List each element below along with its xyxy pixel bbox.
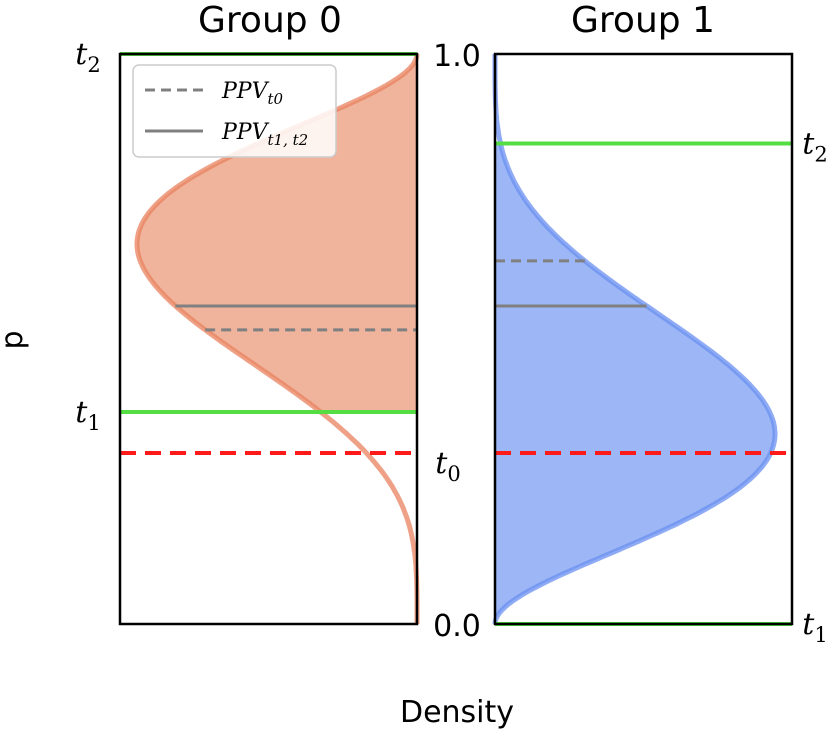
y-tick-label-top: 1.0 — [433, 39, 481, 74]
threshold-labels: t2 t1 t0 t2 t1 — [75, 37, 827, 647]
legend-label-ppv-t1-t2: PPVt1, t2 — [221, 120, 308, 149]
threshold-label-t2-group1: t2 — [802, 126, 827, 166]
panel-title-group0: Group 0 — [198, 0, 342, 41]
area-fill-group1 — [495, 143, 775, 625]
y-axis-label: p — [0, 330, 30, 349]
panel-title-group1: Group 1 — [571, 0, 715, 41]
density-curve-group1 — [492, 54, 778, 625]
threshold-label-t1-group0: t1 — [75, 395, 100, 435]
x-axis-label: Density — [400, 695, 514, 730]
legend-label-ppv-t0: PPVt0 — [221, 79, 284, 108]
threshold-label-t0: t0 — [435, 446, 460, 486]
threshold-label-t1-group1: t1 — [802, 607, 827, 647]
axes-frame-group0 — [118, 52, 419, 626]
threshold-label-t2-group0: t2 — [75, 37, 100, 77]
y-tick-label-bottom: 0.0 — [433, 609, 481, 644]
panel-group1 — [492, 52, 794, 626]
legend: PPVt0 PPVt1, t2 — [132, 64, 337, 158]
area-fill-group0 — [137, 54, 417, 412]
legend-box — [132, 64, 337, 158]
axes-frame-group1 — [493, 52, 794, 626]
